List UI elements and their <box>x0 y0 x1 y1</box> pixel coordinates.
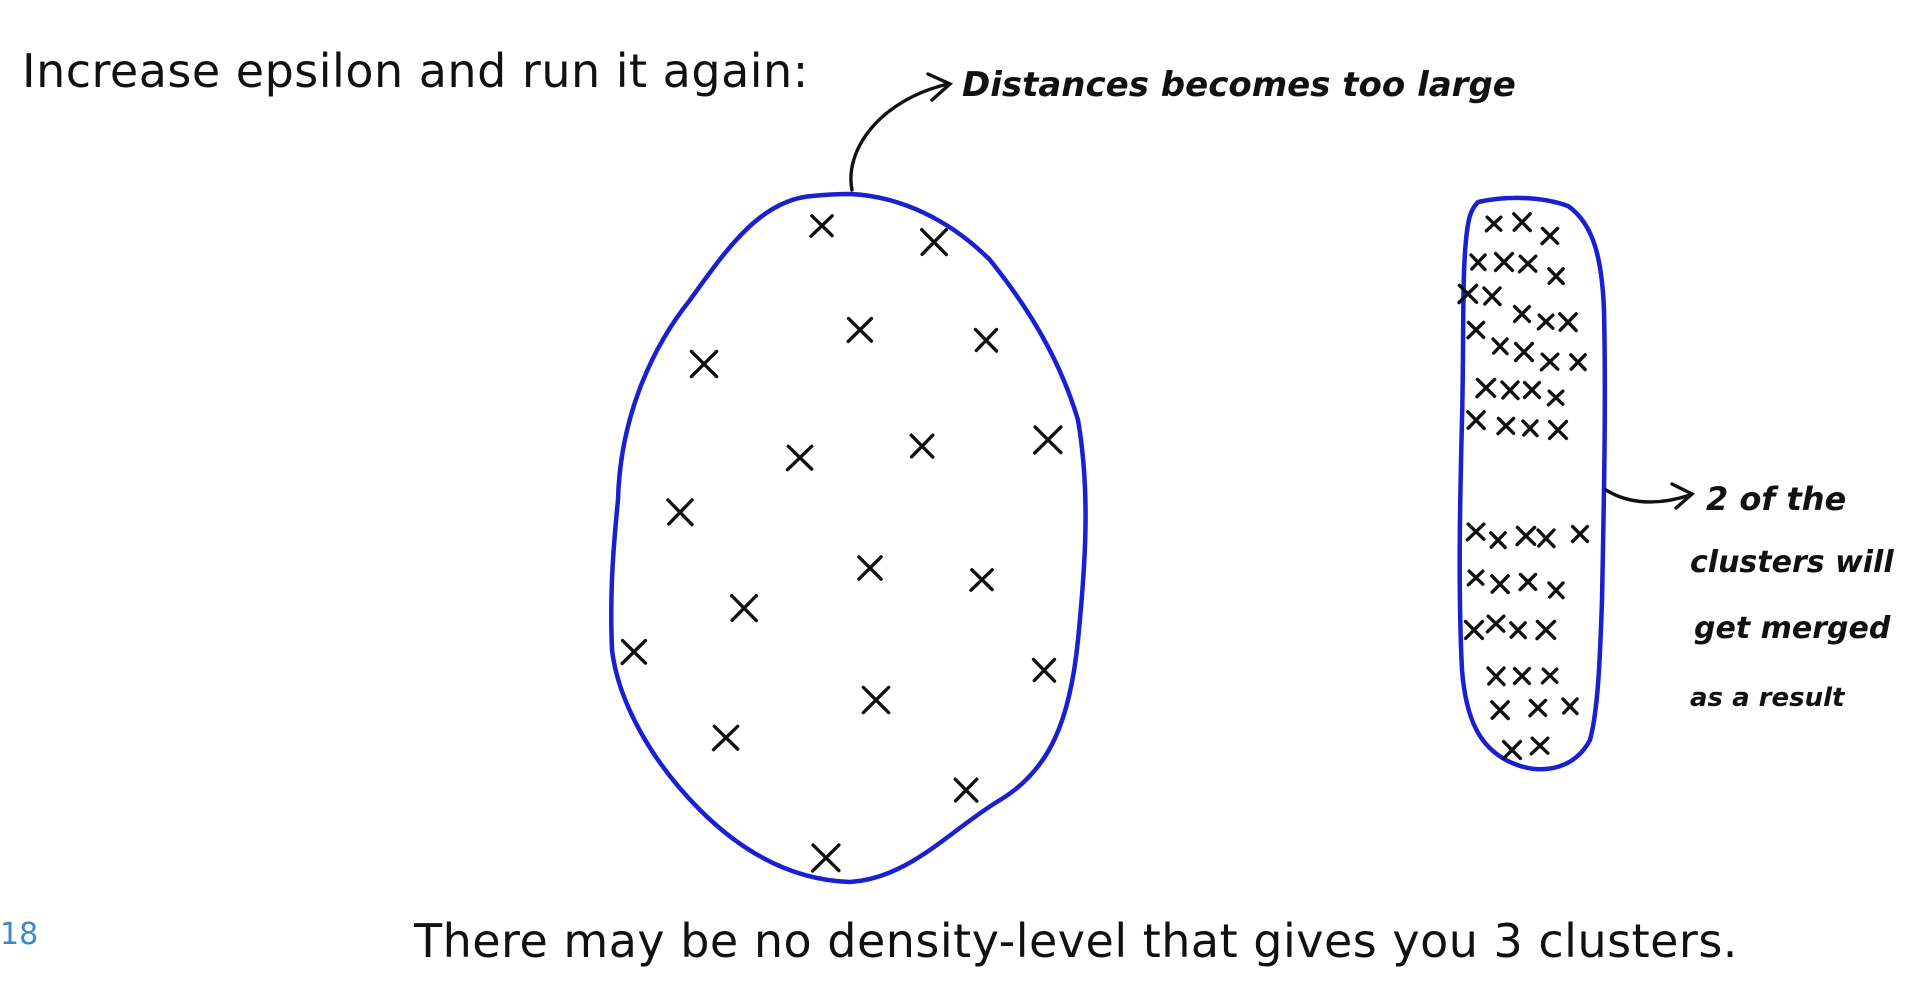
right-annotation-arrow <box>1604 488 1692 504</box>
merged-cluster-point <box>1540 667 1559 685</box>
slide-heading: Increase epsilon and run it again: <box>22 44 809 98</box>
merged-cluster-point <box>1493 251 1515 273</box>
right-annotation-line-3: get merged <box>1694 611 1891 646</box>
large-cluster-points <box>620 214 1063 873</box>
large-cluster-point <box>909 433 935 459</box>
large-cluster-point <box>846 316 874 344</box>
large-cluster-point <box>785 444 814 472</box>
merged-cluster-point <box>1513 341 1535 363</box>
merged-cluster-point <box>1536 313 1555 331</box>
merged-cluster-point <box>1528 698 1548 718</box>
large-cluster-point <box>969 568 994 592</box>
merged-cluster-point <box>1570 524 1590 544</box>
large-cluster-point <box>857 555 883 581</box>
large-cluster-point <box>711 724 740 752</box>
large-cluster-point <box>861 685 891 715</box>
slide-caption: There may be no density-level that gives… <box>414 914 1738 968</box>
large-cluster-point <box>730 594 758 623</box>
right-annotation-line-4: as a result <box>1690 683 1846 713</box>
right-annotation-line-1: 2 of the <box>1706 480 1846 518</box>
large-cluster-outline <box>609 191 1088 885</box>
merged-cluster-point <box>1489 531 1507 550</box>
merged-cluster-point <box>1546 389 1565 407</box>
merged-cluster-point <box>1457 283 1479 305</box>
large-cluster-point <box>1033 425 1063 455</box>
merged-cluster-point <box>1485 614 1506 634</box>
merged-cluster-outline <box>1457 195 1608 772</box>
merged-cluster-point <box>1466 320 1486 340</box>
merged-cluster-point <box>1501 739 1523 761</box>
top-annotation-arrowhead <box>926 72 954 102</box>
merged-cluster-point <box>1491 337 1509 356</box>
merged-cluster-point <box>1535 619 1557 641</box>
merged-cluster-point <box>1486 666 1506 687</box>
merged-cluster-point <box>1522 380 1542 400</box>
merged-cluster-point <box>1466 410 1486 431</box>
merged-cluster-point <box>1517 254 1538 274</box>
merged-cluster-point <box>1512 304 1532 324</box>
merged-cluster-point <box>1518 572 1538 592</box>
merged-cluster-point <box>1547 419 1569 441</box>
merged-cluster-point <box>1540 226 1560 246</box>
merged-cluster-point <box>1482 286 1502 307</box>
merged-cluster-point <box>1569 353 1587 372</box>
page-number: 18 <box>0 917 39 952</box>
right-annotation-arrowhead <box>1670 482 1696 510</box>
merged-cluster-point <box>1512 212 1532 233</box>
merged-cluster-point <box>1547 267 1565 286</box>
merged-cluster-point <box>1475 377 1497 399</box>
merged-cluster-point <box>1484 215 1503 233</box>
large-cluster-point <box>1031 657 1057 683</box>
merged-cluster-point <box>1490 700 1510 721</box>
large-cluster-point <box>953 777 979 803</box>
top-annotation-arrow <box>849 82 950 192</box>
large-cluster-point <box>973 327 999 353</box>
merged-cluster-point <box>1466 569 1485 587</box>
large-cluster-point <box>689 349 719 379</box>
large-cluster-point <box>811 843 841 873</box>
merged-cluster-point <box>1500 380 1520 401</box>
merged-cluster-point <box>1539 352 1560 372</box>
top-annotation-text: Distances becomes too large <box>962 65 1516 105</box>
merged-cluster-point <box>1512 666 1532 686</box>
merged-cluster-point <box>1465 522 1486 542</box>
large-cluster-point <box>920 228 948 257</box>
merged-cluster-point <box>1496 416 1516 436</box>
large-cluster-point <box>809 214 834 238</box>
merged-cluster-point <box>1463 619 1485 641</box>
merged-cluster-point <box>1547 581 1565 600</box>
merged-cluster-point <box>1536 528 1556 549</box>
merged-cluster-point <box>1561 697 1579 716</box>
right-annotation-line-2: clusters will <box>1690 545 1894 580</box>
merged-cluster-point <box>1521 419 1539 438</box>
merged-cluster-point <box>1509 621 1527 640</box>
large-cluster-point <box>666 498 694 527</box>
merged-cluster-points <box>1457 212 1590 761</box>
merged-cluster-point <box>1515 525 1537 547</box>
merged-cluster-point <box>1469 253 1487 272</box>
large-cluster-point <box>620 638 648 666</box>
merged-cluster-point <box>1529 736 1550 756</box>
merged-cluster-point <box>1490 574 1510 595</box>
merged-cluster-point <box>1558 312 1578 333</box>
